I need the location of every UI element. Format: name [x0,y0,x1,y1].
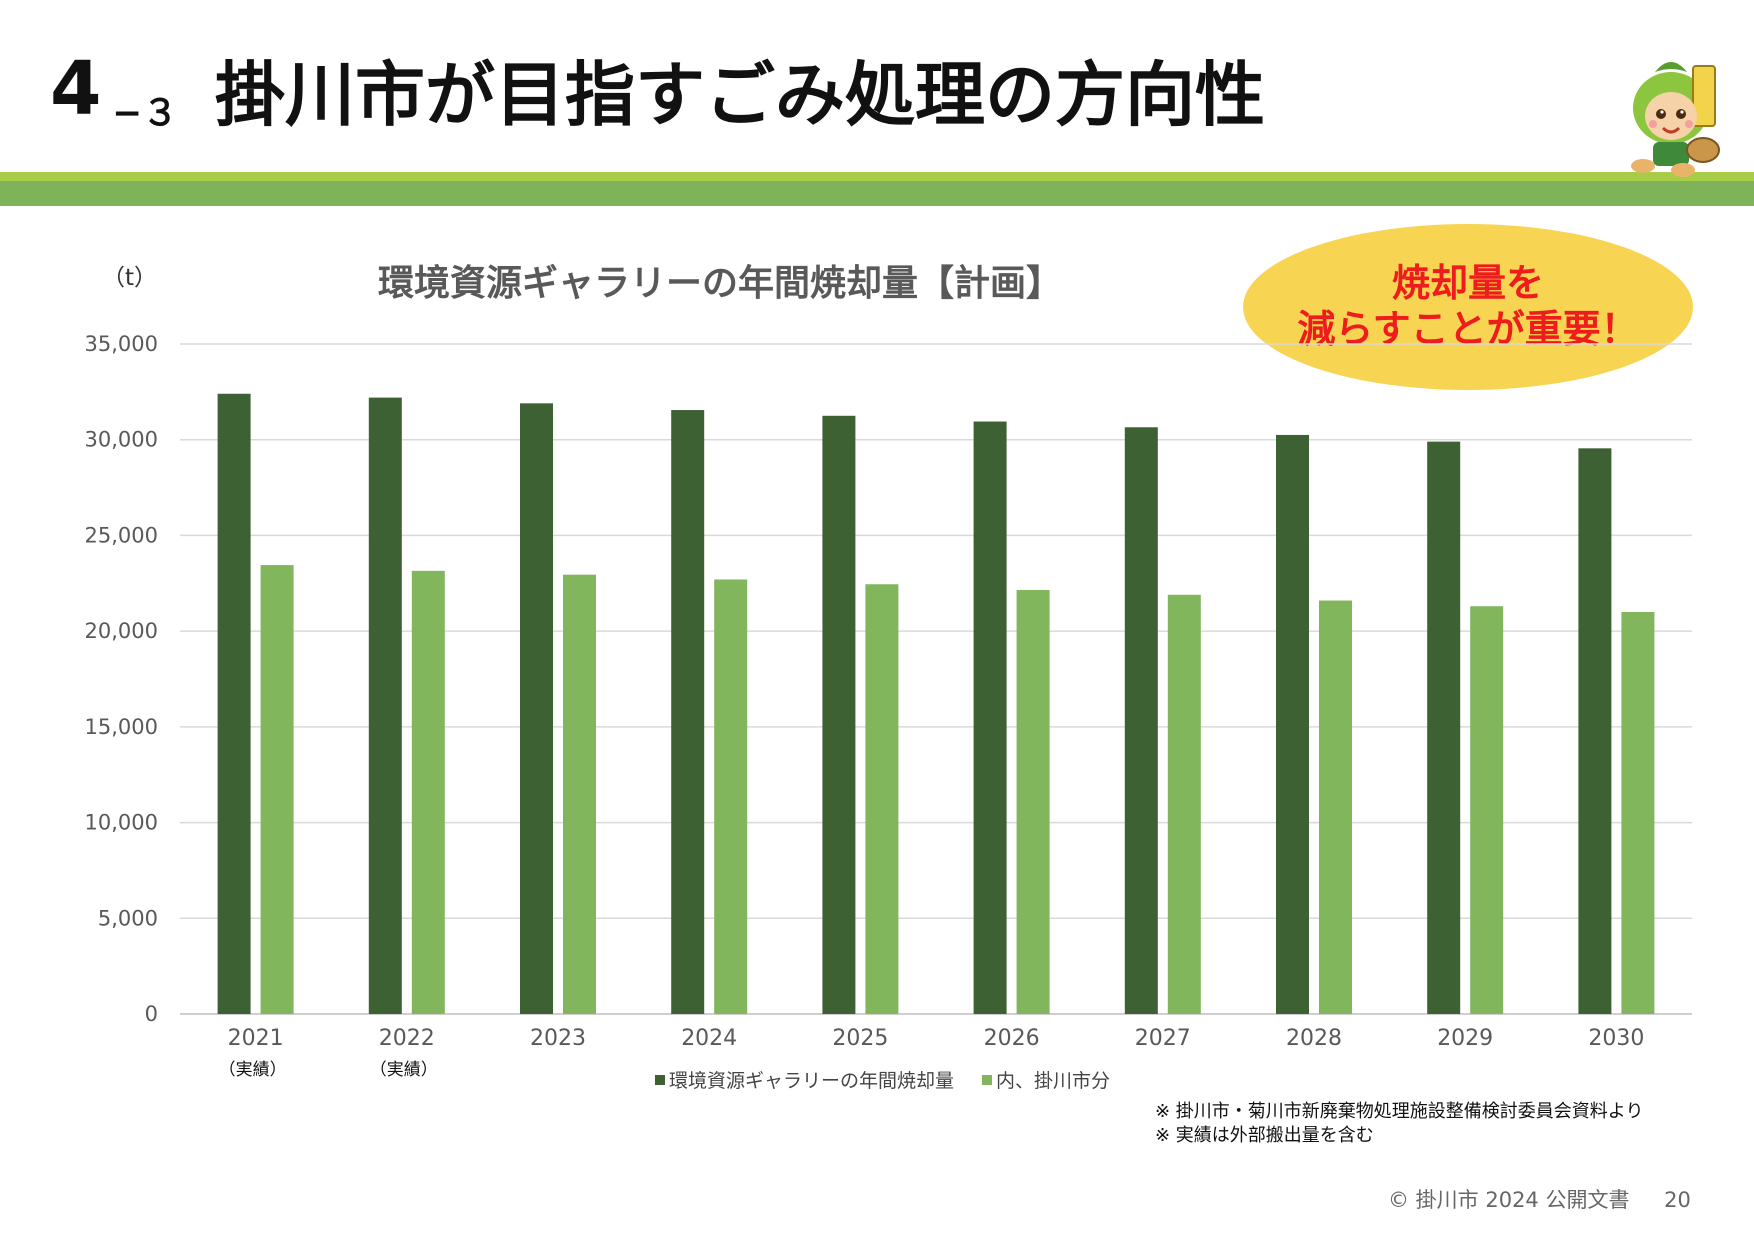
x-tick-label: 2030 [1588,1026,1644,1051]
bar-total [1427,441,1461,1015]
bar-kakegawa [411,570,445,1014]
y-tick-label: 30,000 [85,428,158,452]
bar-total [1578,448,1612,1014]
bar-total [973,421,1007,1014]
chart-title: 環境資源ギャラリーの年間焼却量【計画】 [378,263,1063,304]
section-number: 4 [50,46,102,132]
x-tick-label: 2027 [1135,1026,1191,1051]
x-tick-label: 2026 [984,1026,1040,1051]
bar-kakegawa [1167,594,1201,1014]
bar-total [217,393,251,1014]
callout-line-1: 焼却量を [1391,261,1544,306]
header-band-top [0,172,1754,181]
legend-swatch-total [655,1074,665,1085]
source-notes: ※ 掛川市・菊川市新廃棄物処理施設整備検討委員会資料より ※ 実績は外部搬出量を… [1155,1100,1643,1149]
y-tick-label: 5,000 [98,906,158,930]
y-tick-label: 35,000 [85,332,158,356]
x-tick-note: （実績） [370,1060,438,1080]
x-tick-label: 2025 [832,1026,888,1051]
bar-total [1124,427,1158,1014]
bar-kakegawa [260,565,294,1014]
chart-legend: 環境資源ギャラリーの年間焼却量 内、掛川市分 [655,1066,1110,1093]
legend-label-kakegawa: 内、掛川市分 [996,1070,1111,1092]
section-sub-number: −３ [112,93,179,134]
x-tick-label: 2024 [681,1026,737,1051]
callout-bubble: 焼却量を 減らすことが重要！ [1243,224,1693,390]
page-number: 20 [1664,1188,1691,1212]
bar-kakegawa [1470,606,1504,1014]
page-title: 掛川市が目指すごみ処理の方向性 [215,54,1265,136]
bar-kakegawa [865,584,899,1014]
legend-swatch-kakegawa [982,1074,993,1085]
header-band-main [0,181,1754,206]
y-tick-label: 25,000 [85,523,158,547]
y-tick-label: 0 [145,1002,158,1026]
bar-total [520,403,553,1014]
chart-unit-label: （t） [102,265,158,291]
x-tick-label: 2021 [228,1026,284,1051]
x-tick-label: 2022 [379,1026,435,1051]
legend-label-total: 環境資源ギャラリーの年間焼却量 [669,1070,955,1092]
bar-kakegawa [1319,600,1352,1014]
x-tick-label: 2028 [1286,1026,1342,1051]
source-note: ※ 掛川市・菊川市新廃棄物処理施設整備検討委員会資料より [1155,1101,1644,1122]
bar-total [1276,434,1309,1014]
bar-kakegawa [1016,589,1050,1014]
x-tick-note: （実績） [219,1060,287,1080]
actuals-note: ※ 実績は外部搬出量を含む [1155,1125,1374,1147]
bar-kakegawa [714,579,748,1014]
x-tick-label: 2029 [1437,1026,1493,1051]
bar-kakegawa [1621,612,1655,1014]
y-tick-label: 20,000 [85,619,158,643]
bar-kakegawa [563,574,596,1014]
bar-total [671,410,705,1014]
y-tick-label: 10,000 [85,811,158,835]
y-tick-label: 15,000 [85,715,158,739]
legend-item-total: 環境資源ギャラリーの年間焼却量 [655,1066,954,1093]
x-tick-label: 2023 [530,1026,586,1051]
copyright-text: © 掛川市 2024 公開文書 [1388,1188,1630,1212]
mascot-character-icon [1631,62,1720,177]
footer: © 掛川市 2024 公開文書 20 [1388,1184,1691,1214]
bar-total [368,397,402,1015]
bar-total [822,415,856,1014]
legend-item-kakegawa: 内、掛川市分 [982,1066,1110,1093]
